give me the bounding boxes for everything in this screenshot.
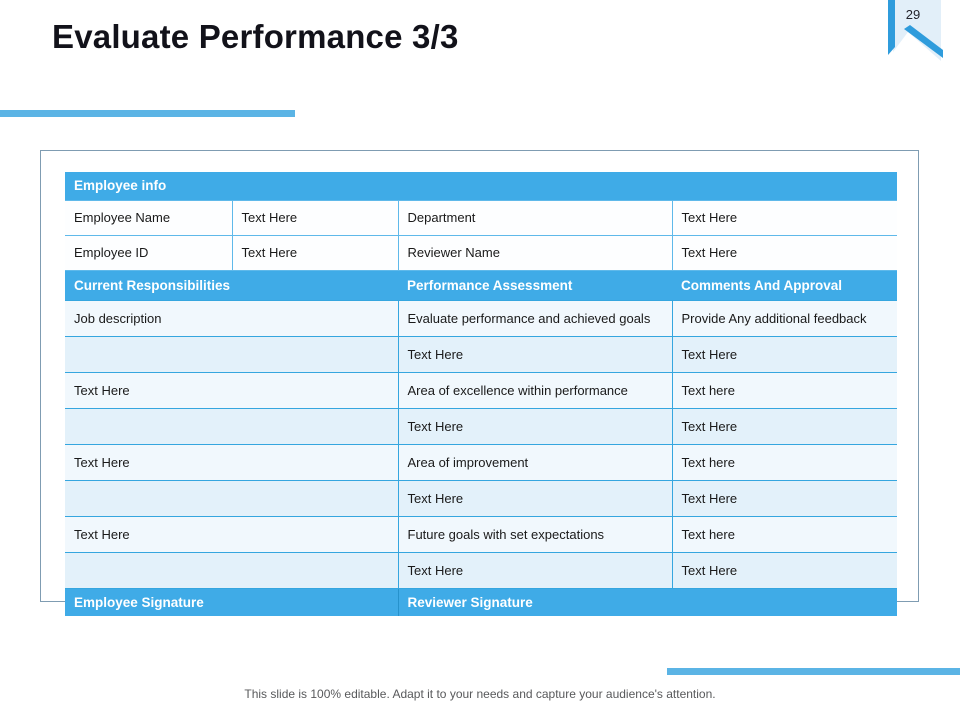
table-cell — [65, 407, 399, 445]
table-cell: Text Here — [65, 443, 399, 481]
section-header-current-responsibilities: Current Responsibilities — [65, 270, 398, 300]
editable-note: This slide is 100% editable. Adapt it to… — [244, 687, 716, 701]
table-cell: Text Here — [671, 234, 898, 271]
table-cell: Text here — [671, 371, 898, 409]
table-cell: Text here — [671, 443, 898, 481]
table-cell: Reviewer Name — [397, 234, 673, 271]
table-row: Text Here Text Here — [65, 551, 898, 589]
table-row: Text Here Text Here — [65, 407, 898, 445]
table-row: Employee Name Text Here Department Text … — [65, 199, 898, 236]
table-cell: Evaluate performance and achieved goals — [397, 299, 673, 337]
table-cell — [65, 335, 399, 373]
table-cell: Department — [397, 199, 673, 236]
section-header-comments-approval: Comments And Approval — [672, 270, 898, 300]
table-cell: Text Here — [397, 407, 673, 445]
table-cell: Text Here — [65, 371, 399, 409]
title-accent-bar — [0, 110, 295, 117]
assessment-header-row: Current Responsibilities Performance Ass… — [65, 270, 898, 300]
table-row: Text Here Text Here — [65, 335, 898, 373]
section-header-employee-info: Employee info — [65, 172, 898, 200]
table-cell: Area of improvement — [397, 443, 673, 481]
page-number-ribbon — [885, 0, 945, 66]
table-cell: Provide Any additional feedback — [671, 299, 898, 337]
table-row: Text Here Future goals with set expectat… — [65, 515, 898, 553]
table-cell: Job description — [65, 299, 399, 337]
table-cell: Text Here — [397, 335, 673, 373]
page-title: Evaluate Performance 3/3 — [52, 18, 459, 55]
performance-review-table: Employee info Employee Name Text Here De… — [65, 172, 898, 616]
table-cell: Employee ID — [65, 234, 233, 271]
table-cell: Text Here — [671, 199, 898, 236]
reviewer-signature-label: Reviewer Signature — [397, 588, 898, 616]
table-cell: Text Here — [397, 479, 673, 517]
page-number: 29 — [905, 7, 921, 22]
table-row: Text Here Area of improvement Text here — [65, 443, 898, 481]
table-cell: Text Here — [65, 515, 399, 553]
table-cell: Text Here — [671, 407, 898, 445]
table-row: Employee ID Text Here Reviewer Name Text… — [65, 234, 898, 271]
table-row: Text Here Area of excellence within perf… — [65, 371, 898, 409]
table-cell: Text Here — [397, 551, 673, 589]
footer-accent-bar — [667, 668, 960, 675]
table-cell: Employee Name — [65, 199, 233, 236]
table-cell: Text Here — [231, 234, 399, 271]
table-cell: Text Here — [671, 335, 898, 373]
employee-signature-label: Employee Signature — [65, 588, 398, 616]
table-cell: Text here — [671, 515, 898, 553]
section-header-performance-assessment: Performance Assessment — [398, 270, 672, 300]
employee-info-header-row: Employee info — [65, 172, 898, 200]
table-cell: Future goals with set expectations — [397, 515, 673, 553]
table-cell — [65, 479, 399, 517]
table-cell: Text Here — [671, 551, 898, 589]
bookmark-icon — [888, 0, 943, 61]
table-cell — [65, 551, 399, 589]
signature-row: Employee Signature Reviewer Signature — [65, 588, 898, 616]
table-row: Job description Evaluate performance and… — [65, 299, 898, 337]
table-cell: Area of excellence within performance — [397, 371, 673, 409]
table-cell: Text Here — [231, 199, 399, 236]
table-row: Text Here Text Here — [65, 479, 898, 517]
table-cell: Text Here — [671, 479, 898, 517]
